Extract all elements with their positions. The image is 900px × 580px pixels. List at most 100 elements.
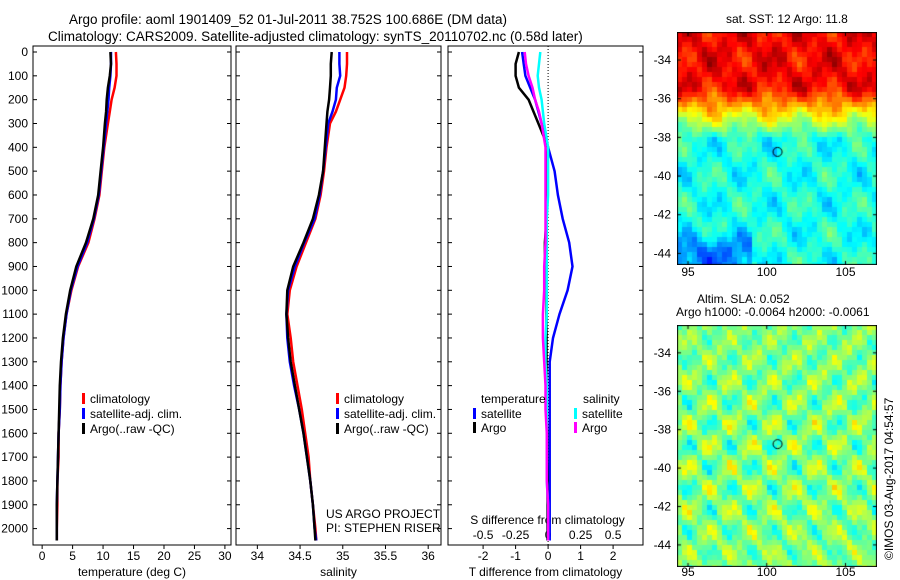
legend-label: Argo(..raw -QC)	[90, 422, 175, 436]
title-line-2: Climatology: CARS2009. Satellite-adjuste…	[48, 29, 583, 44]
x-tick-label: 0	[545, 549, 552, 563]
y-tick-label: 1900	[1, 498, 28, 512]
salinity-x-label: salinity	[320, 565, 357, 579]
legend-label: Argo(..raw -QC)	[344, 422, 429, 436]
sla-map-image	[677, 325, 877, 567]
legend-label: satellite	[582, 407, 623, 421]
x-tick-label: 30	[218, 549, 232, 563]
x-tick-label: 1	[577, 549, 584, 563]
slamap-lat-tick-label: -42	[654, 500, 672, 514]
difference-x-label: T difference from climatology	[469, 565, 623, 579]
slamap-lon-tick-label: 100	[757, 565, 777, 579]
y-tick-label: 1500	[1, 402, 28, 416]
x-tick-label: 34.5	[288, 549, 312, 563]
difference-series-salinity-argo	[523, 51, 550, 541]
s-tick-label: -0.5	[473, 528, 494, 542]
imos-stamp: ©IMOS 03-Aug-2017 04:54:57	[882, 397, 896, 560]
y-tick-label: 1200	[1, 331, 28, 345]
temperature-series-satellite-adj-clim-	[55, 52, 113, 541]
y-tick-label: 1600	[1, 426, 28, 440]
slamap-lon-tick-label: 105	[835, 565, 855, 579]
y-tick-label: 600	[8, 188, 28, 202]
legend-swatch	[336, 423, 339, 434]
legend-label: climatology	[344, 392, 404, 406]
salinity-series-climatology	[286, 52, 349, 541]
sstmap-lat-tick-label: -42	[654, 208, 672, 222]
y-tick-label: 1100	[2, 307, 28, 321]
y-tick-label: 500	[8, 164, 28, 178]
y-tick-label: 1400	[1, 379, 28, 393]
legend-swatch	[82, 423, 85, 434]
slamap-lat-tick-label: -44	[654, 538, 672, 552]
sstmap-lat-tick-label: -38	[654, 130, 672, 144]
sla-map-label-2: Argo h1000: -0.0064 h2000: -0.0061	[676, 305, 870, 319]
salinity-axes-box	[235, 45, 442, 546]
x-tick-label: -1	[510, 549, 521, 563]
x-tick-label: 36	[422, 549, 436, 563]
difference-axes-box	[447, 45, 644, 546]
legend-label: satellite-adj. clim.	[90, 407, 182, 421]
x-tick-label: 15	[127, 549, 141, 563]
sst-map-image	[677, 32, 877, 265]
legend-swatch	[473, 408, 476, 419]
slamap-lat-tick-label: -36	[654, 384, 672, 398]
temperature-series-argo-raw-qc-	[55, 51, 113, 541]
legend-label: satellite-adj. clim.	[344, 407, 436, 421]
x-tick-label: 35.5	[374, 549, 398, 563]
legend-swatch	[473, 422, 476, 433]
y-tick-label: 1000	[1, 283, 28, 297]
sstmap-lat-tick-label: -36	[654, 92, 672, 106]
salinity-series-argo-raw-qc-	[285, 51, 333, 541]
legend-swatch	[574, 422, 577, 433]
temperature-axes-box	[32, 45, 232, 546]
s-tick-label: -0.25	[502, 528, 530, 542]
x-tick-label: 35	[336, 549, 350, 563]
sst-map-label: sat. SST: 12 Argo: 11.8	[726, 12, 848, 26]
y-tick-label: 1300	[1, 355, 28, 369]
sstmap-lon-tick-label: 95	[681, 265, 695, 279]
legend-title-temperature: temperature	[481, 392, 546, 406]
legend-label: climatology	[90, 392, 150, 406]
x-tick-label: 34	[251, 549, 265, 563]
sstmap-lat-tick-label: -44	[654, 246, 672, 260]
salinity-series-satellite-adj-clim-	[285, 52, 342, 541]
y-tick-label: 1800	[1, 474, 28, 488]
s-tick-label: 0.5	[605, 528, 622, 542]
slamap-lat-tick-label: -34	[654, 346, 672, 360]
y-tick-label: 400	[8, 140, 28, 154]
y-tick-label: 900	[8, 259, 28, 273]
x-tick-label: 2	[610, 549, 617, 563]
y-tick-label: 100	[8, 69, 28, 83]
legend-swatch	[336, 408, 339, 419]
legend-swatch	[574, 408, 577, 419]
sla-map-label-1: Altim. SLA: 0.052	[697, 292, 790, 306]
y-tick-label: 300	[8, 116, 28, 130]
legend-label: Argo	[481, 421, 507, 435]
y-tick-label: 800	[8, 236, 28, 250]
legend-title-salinity: salinity	[583, 392, 620, 406]
legend-swatch	[336, 393, 339, 404]
legend-label: satellite	[481, 407, 522, 421]
legend-label: Argo	[582, 421, 608, 435]
sstmap-lon-tick-label: 100	[757, 265, 777, 279]
x-tick-label: 0	[39, 549, 46, 563]
y-tick-label: 700	[8, 212, 28, 226]
slamap-lat-tick-label: -38	[654, 423, 672, 437]
credit-line-1: US ARGO PROJECT	[326, 507, 441, 521]
legend-swatch	[82, 393, 85, 404]
y-tick-label: 200	[8, 93, 28, 107]
x-tick-label: 25	[188, 549, 202, 563]
x-tick-label: 10	[96, 549, 110, 563]
s-tick-label: 0.25	[569, 528, 593, 542]
x-tick-label: 5	[69, 549, 76, 563]
title-line-1: Argo profile: aoml 1901409_52 01-Jul-201…	[69, 12, 508, 27]
temperature-x-label: temperature (deg C)	[78, 565, 186, 579]
y-tick-label: 0	[21, 45, 28, 59]
slamap-lon-tick-label: 95	[681, 565, 695, 579]
sstmap-lat-tick-label: -40	[654, 169, 672, 183]
y-tick-label: 1700	[1, 450, 28, 464]
sstmap-lon-tick-label: 105	[835, 265, 855, 279]
legend-swatch	[82, 408, 85, 419]
x-tick-label: 20	[157, 549, 171, 563]
